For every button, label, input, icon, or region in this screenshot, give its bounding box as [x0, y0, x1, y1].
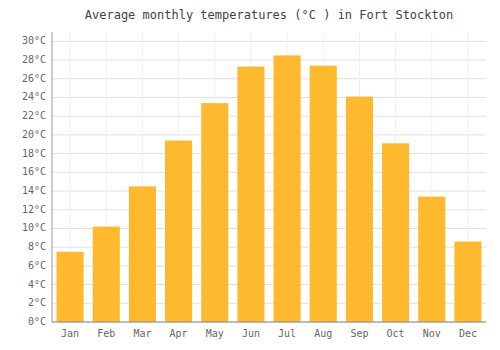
y-tick-label: 24°C [22, 91, 46, 102]
x-tick-label: Sep [350, 328, 368, 339]
y-tick-label: 14°C [22, 185, 46, 196]
x-axis: Jan Feb Mar Apr May Jun Jul Aug Sep Oct Nov Dec [52, 322, 486, 339]
chart-title: Average monthly temperatures (°C ) in Fo… [85, 8, 453, 22]
y-tick-label: 10°C [22, 222, 46, 233]
y-tick-label: 28°C [22, 54, 46, 65]
bar [346, 97, 373, 322]
bar [274, 55, 301, 322]
y-tick-label: 22°C [22, 110, 46, 121]
y-tick-label: 0°C [28, 316, 46, 327]
y-grid-line [52, 78, 486, 79]
x-tick-label: Oct [387, 328, 405, 339]
bar [129, 186, 156, 322]
y-grid-line [52, 172, 486, 173]
y-tick-label: 26°C [22, 73, 46, 84]
y-tick-label: 12°C [22, 204, 46, 215]
y-grid-line [52, 191, 486, 192]
y-grid-line [52, 116, 486, 117]
x-tick-label: May [206, 328, 224, 339]
x-tick-label: Mar [133, 328, 151, 339]
bar [237, 67, 264, 322]
x-tick-label: Dec [459, 328, 477, 339]
y-axis: 0°C 2°C 4°C 6°C 8°C 10°C 12°C 14°C 16°C 18°C 20°C 2… [22, 32, 52, 327]
y-tick-label: 6°C [28, 260, 46, 271]
y-grid-line [52, 60, 486, 61]
y-grid-line [52, 41, 486, 42]
x-tick-label: Jul [278, 328, 296, 339]
y-grid-line [52, 322, 486, 323]
y-tick-label: 20°C [22, 129, 46, 140]
x-tick-label: Nov [423, 328, 441, 339]
x-tick-label: Apr [170, 328, 188, 339]
bar [418, 197, 445, 322]
y-tick-label: 16°C [22, 166, 46, 177]
grid [52, 32, 486, 322]
x-tick-label: Jun [242, 328, 260, 339]
y-tick-label: 18°C [22, 148, 46, 159]
y-tick-label: 8°C [28, 241, 46, 252]
bar [201, 103, 228, 322]
y-grid-line [52, 134, 486, 135]
y-grid-line [52, 97, 486, 98]
y-tick-label: 30°C [22, 35, 46, 46]
y-grid-line [52, 153, 486, 154]
x-axis-line [52, 322, 486, 323]
bar [57, 252, 84, 322]
x-tick-label: Feb [97, 328, 115, 339]
bar [454, 242, 481, 322]
y-axis-line [52, 32, 53, 322]
bar [165, 141, 192, 322]
y-tick-label: 4°C [28, 279, 46, 290]
x-tick-label: Aug [314, 328, 332, 339]
y-tick-label: 2°C [28, 297, 46, 308]
bars [57, 55, 482, 322]
bar [93, 227, 120, 322]
bar [310, 66, 337, 322]
x-tick-label: Jan [61, 328, 79, 339]
chart-svg: 0°C 2°C 4°C 6°C 8°C 10°C 12°C 14°C 16°C 18°C 20°C 2… [0, 0, 500, 350]
bar [382, 143, 409, 322]
chart-container: 0°C 2°C 4°C 6°C 8°C 10°C 12°C 14°C 16°C 18°C 20°C 2… [0, 0, 500, 350]
